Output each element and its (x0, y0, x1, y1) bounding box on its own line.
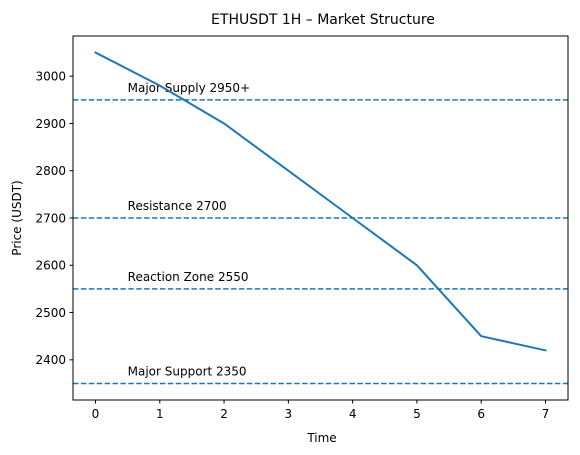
plot-area: Major Supply 2950+ Resistance 2700 Reactio… (72, 35, 569, 401)
x-axis: 0 1 2 3 4 5 6 7 (92, 400, 550, 421)
y-axis: 2400 2500 2600 2700 2800 2900 3000 (35, 69, 73, 367)
level-label: Major Support 2350 (128, 364, 247, 378)
level-label: Major Supply 2950+ (128, 81, 250, 95)
y-tick-label: 2400 (35, 353, 66, 367)
y-tick-label: 2600 (35, 259, 66, 273)
level-label: Resistance 2700 (128, 199, 227, 213)
x-tick-label: 6 (477, 407, 485, 421)
x-tick-label: 7 (542, 407, 550, 421)
x-tick-label: 0 (92, 407, 100, 421)
x-axis-label: Time (306, 431, 336, 445)
y-tick-label: 2800 (35, 164, 66, 178)
y-tick-label: 3000 (35, 69, 66, 83)
price-line (94, 51, 547, 352)
x-tick-label: 1 (156, 407, 164, 421)
y-axis-label: Price (USDT) (10, 180, 24, 255)
chart-title: ETHUSDT 1H – Market Structure (211, 12, 435, 28)
x-tick-label: 3 (285, 407, 293, 421)
y-tick-label: 2500 (35, 306, 66, 320)
y-tick-label: 2700 (35, 211, 66, 225)
x-tick-label: 2 (220, 407, 228, 421)
x-tick-label: 4 (349, 407, 357, 421)
y-tick-label: 2900 (35, 117, 66, 131)
x-tick-label: 5 (413, 407, 421, 421)
level-label: Reaction Zone 2550 (128, 270, 249, 284)
